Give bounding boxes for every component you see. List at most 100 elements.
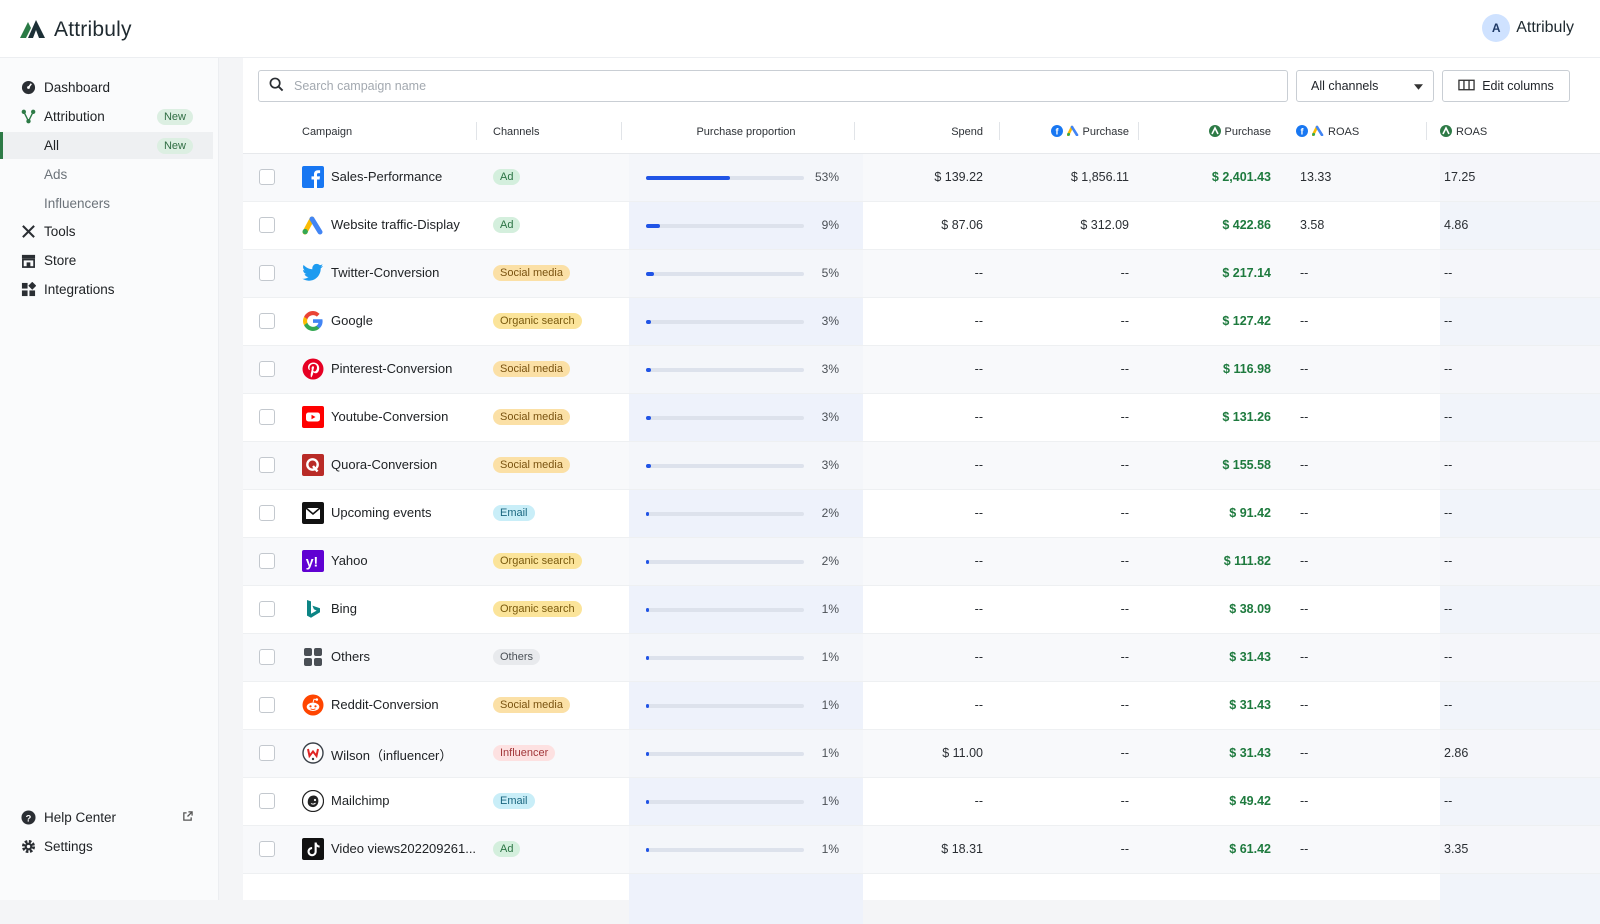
sidebar-item-dashboard[interactable]: Dashboard: [0, 74, 213, 101]
proportion-percent: 1%: [821, 794, 839, 808]
row-checkbox[interactable]: [259, 265, 275, 281]
table-row[interactable]: Mailchimp Email 1% -- -- $ 49.42 -- --: [243, 778, 1600, 826]
header-channels[interactable]: Channels: [493, 126, 540, 138]
table-row[interactable]: Pinterest-Conversion Social media 3% -- -- $ …: [243, 346, 1600, 394]
platform-roas-value: --: [1300, 746, 1309, 760]
header-campaign[interactable]: Campaign: [302, 126, 353, 138]
table-row[interactable]: y! Yahoo Organic search 2% -- -- $ 111.82 -- --: [243, 538, 1600, 586]
row-checkbox[interactable]: [259, 217, 275, 233]
campaign-name[interactable]: Wilson（influencer）: [331, 748, 453, 763]
table-row[interactable]: Reddit-Conversion Social media 1% -- -- $ 31.…: [243, 682, 1600, 730]
column-divider[interactable]: [854, 122, 855, 140]
campaign-name[interactable]: Youtube-Conversion: [331, 409, 449, 424]
platform-roas-value: --: [1300, 266, 1309, 280]
table-row[interactable]: Quora-Conversion Social media 3% -- -- $ 155.…: [243, 442, 1600, 490]
search-input[interactable]: [294, 79, 1194, 93]
proportion-percent: 2%: [821, 506, 839, 520]
campaign-name[interactable]: Bing: [331, 601, 358, 616]
header-purchase-proportion[interactable]: Purchase proportion: [696, 126, 796, 138]
table-row[interactable]: Website traffic-Display Ad 9% $ 87.06 $ 312.…: [243, 202, 1600, 250]
column-divider[interactable]: [1138, 122, 1139, 140]
sidebar-item-ads[interactable]: Ads: [0, 161, 213, 188]
campaign-name[interactable]: Google: [331, 313, 373, 328]
platform-roas-value: --: [1300, 314, 1309, 328]
table-row[interactable]: Upcoming events Email 2% -- -- $ 91.42 -- --: [243, 490, 1600, 538]
sidebar-item-label: Integrations: [44, 282, 115, 297]
campaign-name[interactable]: Sales-Performance: [331, 169, 443, 184]
sidebar-item-store[interactable]: Store: [0, 247, 213, 274]
header-spend[interactable]: Spend: [951, 126, 983, 138]
table-row[interactable]: Google Organic search 3% -- -- $ 127.42 -- --: [243, 298, 1600, 346]
others-icon: [302, 646, 324, 668]
attribution-icon: [20, 109, 36, 125]
sidebar-item-all[interactable]: All New: [0, 132, 213, 159]
user-menu[interactable]: A Attribuly: [1482, 14, 1574, 42]
row-checkbox[interactable]: [259, 841, 275, 857]
row-checkbox[interactable]: [259, 553, 275, 569]
row-checkbox[interactable]: [259, 409, 275, 425]
platform-roas-value: --: [1300, 698, 1309, 712]
sidebar-item-tools[interactable]: Tools: [0, 218, 213, 245]
row-checkbox[interactable]: [259, 793, 275, 809]
column-divider[interactable]: [999, 122, 1000, 140]
sidebar-item-label: Ads: [44, 167, 68, 182]
campaign-name[interactable]: Reddit-Conversion: [331, 697, 439, 712]
proportion-bar: [646, 656, 804, 660]
sidebar-item-label: Tools: [44, 224, 76, 239]
search-box[interactable]: [258, 70, 1288, 102]
table-row[interactable]: Bing Organic search 1% -- -- $ 38.09 -- --: [243, 586, 1600, 634]
campaign-name[interactable]: Mailchimp: [331, 793, 390, 808]
sidebar-item-integrations[interactable]: Integrations: [0, 276, 213, 303]
row-checkbox[interactable]: [259, 601, 275, 617]
campaign-name[interactable]: Website traffic-Display: [331, 217, 460, 232]
row-checkbox[interactable]: [259, 649, 275, 665]
header-roas[interactable]: ROAS: [1440, 110, 1487, 154]
proportion-bar: [646, 320, 804, 324]
roas-value: 17.25: [1444, 170, 1476, 184]
spend-value: --: [974, 362, 983, 376]
sidebar-item-attribution[interactable]: Attribution New: [0, 103, 213, 130]
column-divider[interactable]: [1426, 122, 1427, 140]
sidebar-item-help-center[interactable]: ? Help Center: [0, 804, 213, 831]
row-checkbox[interactable]: [259, 313, 275, 329]
channel-select[interactable]: All channels: [1296, 70, 1434, 102]
app-logo[interactable]: Attribuly: [18, 16, 132, 43]
row-checkbox[interactable]: [259, 745, 275, 761]
proportion-bar: [646, 560, 804, 564]
row-checkbox[interactable]: [259, 169, 275, 185]
header-purchase[interactable]: Purchase: [1143, 110, 1271, 154]
campaign-name[interactable]: Video views202209261...: [331, 841, 477, 856]
column-divider[interactable]: [476, 122, 477, 140]
table-row[interactable]: Youtube-Conversion Social media 3% -- -- $ 13…: [243, 394, 1600, 442]
campaign-name[interactable]: Upcoming events: [331, 505, 432, 520]
header-platform-roas[interactable]: f ROAS: [1296, 110, 1359, 154]
sidebar-item-influencers[interactable]: Influencers: [0, 190, 213, 217]
columns-icon: [1458, 79, 1475, 94]
campaign-name[interactable]: Yahoo: [331, 553, 368, 568]
row-checkbox[interactable]: [259, 505, 275, 521]
header-platform-purchase[interactable]: f Purchase: [1003, 110, 1129, 154]
campaign-name[interactable]: Quora-Conversion: [331, 457, 438, 472]
table-row[interactable]: Video views202209261... Ad 1% $ 18.31 -- $ 61…: [243, 826, 1600, 874]
attribuly-logo-icon: [18, 16, 48, 43]
sidebar-item-settings[interactable]: Settings: [0, 833, 213, 860]
spend-value: --: [974, 410, 983, 424]
proportion-bar-fill: [646, 704, 649, 708]
table-row[interactable]: Others Others 1% -- -- $ 31.43 -- --: [243, 634, 1600, 682]
table-row[interactable]: Sales-Performance Ad 53% $ 139.22 $ 1,856.11…: [243, 154, 1600, 202]
purchase-value: $ 127.42: [1222, 314, 1271, 328]
edit-columns-button[interactable]: Edit columns: [1442, 70, 1570, 102]
campaign-name[interactable]: Twitter-Conversion: [331, 265, 440, 280]
row-checkbox[interactable]: [259, 361, 275, 377]
sidebar-item-label: Influencers: [44, 196, 111, 211]
table-row[interactable]: Twitter-Conversion Social media 5% -- -- $ 21…: [243, 250, 1600, 298]
column-divider[interactable]: [621, 122, 622, 140]
proportion-bar-fill: [646, 416, 651, 420]
table-row[interactable]: Wilson（influencer） Influencer 1% $ 11.00 -- $…: [243, 730, 1600, 778]
meta-icon: f: [1296, 124, 1308, 140]
row-checkbox[interactable]: [259, 457, 275, 473]
campaign-name[interactable]: Pinterest-Conversion: [331, 361, 453, 376]
external-link-icon[interactable]: [182, 810, 193, 825]
row-checkbox[interactable]: [259, 697, 275, 713]
campaign-name[interactable]: Others: [331, 649, 371, 664]
